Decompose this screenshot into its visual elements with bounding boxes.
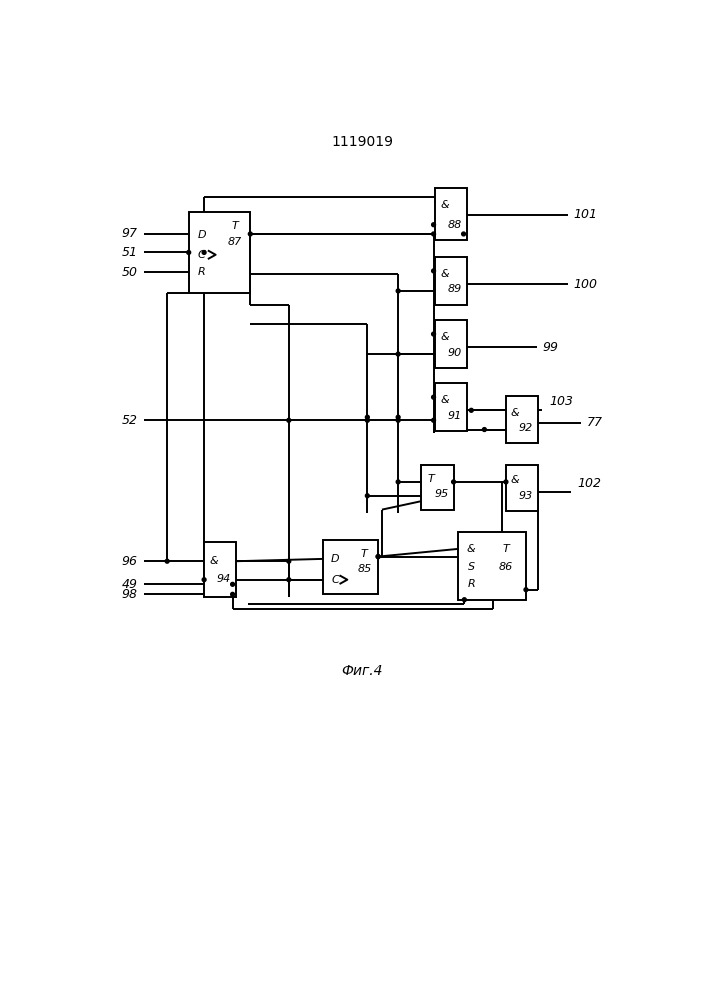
Circle shape [287,418,291,422]
Bar [189,212,250,293]
Text: 77: 77 [587,416,603,429]
Text: T: T [503,544,509,554]
Text: R: R [467,579,475,589]
Circle shape [230,582,235,586]
Text: 92: 92 [519,423,533,433]
Text: 90: 90 [448,348,462,358]
Bar [506,465,538,511]
Bar [435,188,467,240]
Text: 101: 101 [573,208,597,221]
Circle shape [432,223,436,227]
Text: 50: 50 [122,266,138,279]
Text: D: D [331,554,339,564]
Bar [458,532,526,600]
Text: &: & [440,332,449,342]
Text: 95: 95 [434,489,448,499]
Text: S: S [468,562,475,572]
Circle shape [432,418,436,422]
Circle shape [396,352,400,356]
Circle shape [202,251,206,254]
Text: 51: 51 [122,246,138,259]
Text: T: T [427,474,434,484]
Text: 87: 87 [228,237,242,247]
Text: &: & [511,475,520,485]
Text: C: C [198,250,206,260]
Text: 91: 91 [448,411,462,421]
Circle shape [202,578,206,582]
Text: 52: 52 [122,414,138,427]
Circle shape [396,289,400,293]
Circle shape [287,578,291,582]
Circle shape [396,480,400,484]
Circle shape [396,415,400,419]
Text: 86: 86 [499,562,513,572]
Text: 85: 85 [357,564,371,574]
Text: T: T [361,549,368,559]
Circle shape [230,592,235,596]
Circle shape [432,332,436,336]
Text: R: R [198,267,206,277]
Circle shape [376,555,380,559]
Bar [322,540,378,594]
Circle shape [524,588,528,592]
Bar [435,383,467,431]
Text: 88: 88 [448,220,462,230]
Text: C: C [331,575,339,585]
Circle shape [366,415,369,419]
Circle shape [482,428,486,431]
Bar [421,465,454,510]
Text: 1119019: 1119019 [331,135,393,149]
Text: T: T [231,221,238,231]
Text: &: & [440,200,449,210]
Circle shape [366,494,369,498]
Text: &: & [440,269,449,279]
Text: &: & [467,544,476,554]
Circle shape [432,395,436,399]
Text: 89: 89 [448,284,462,294]
Text: &: & [209,556,218,566]
Circle shape [396,418,400,422]
Circle shape [504,480,508,484]
Text: 98: 98 [122,588,138,601]
Text: 93: 93 [519,491,533,501]
Text: 100: 100 [573,278,597,291]
Bar [435,257,467,305]
Circle shape [469,408,473,412]
Text: 102: 102 [578,477,602,490]
Circle shape [432,232,436,236]
Text: &: & [440,395,449,405]
Circle shape [462,598,467,602]
Text: &: & [511,408,520,418]
Text: 94: 94 [217,574,231,584]
Bar [506,396,538,443]
Bar [204,542,236,597]
Circle shape [187,251,191,254]
Text: Фиг.4: Фиг.4 [341,664,382,678]
Circle shape [248,232,252,236]
Circle shape [376,555,380,559]
Text: 99: 99 [543,341,559,354]
Bar [435,320,467,368]
Circle shape [287,559,291,563]
Circle shape [165,559,169,563]
Text: 103: 103 [549,395,573,408]
Circle shape [366,418,369,422]
Circle shape [452,480,455,484]
Circle shape [462,232,465,236]
Text: 49: 49 [122,578,138,591]
Text: D: D [197,231,206,240]
Text: 96: 96 [122,555,138,568]
Circle shape [432,269,436,273]
Text: 97: 97 [122,227,138,240]
